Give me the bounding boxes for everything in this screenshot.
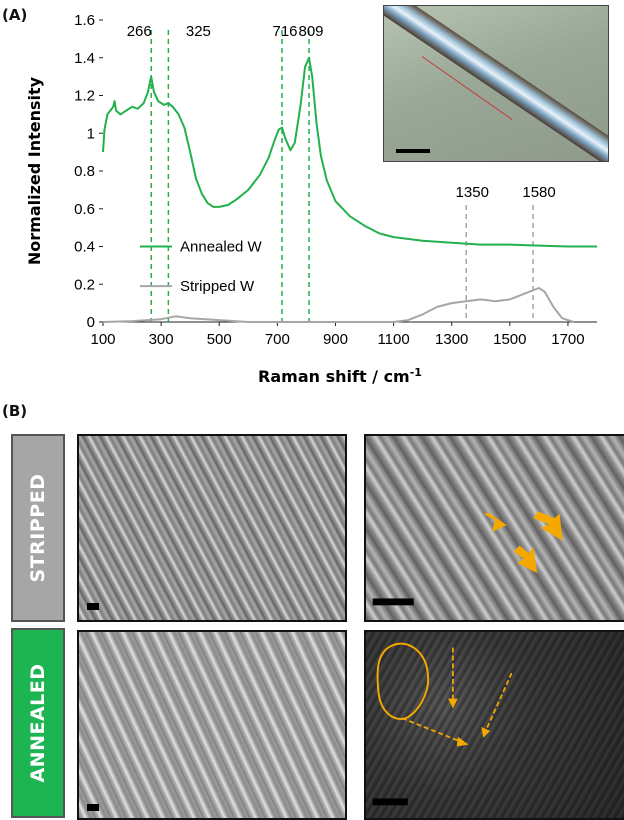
y-tick-label: 0.8 xyxy=(74,163,95,180)
y-tick-label: 1 xyxy=(87,125,95,142)
annealed-label: ANNEALED xyxy=(27,663,49,783)
arrow-icon xyxy=(533,511,563,541)
x-tick-label: 1100 xyxy=(377,331,409,348)
sem-stripped-low-mag xyxy=(77,434,347,622)
peak-label: 266 xyxy=(127,23,152,40)
x-tick-label: 900 xyxy=(323,331,348,348)
legend-label: Annealed W xyxy=(180,239,263,256)
x-tick-label: 500 xyxy=(207,331,232,348)
y-axis-title: Normalized Intensity xyxy=(25,76,44,265)
panel-b-label: (B) xyxy=(2,402,28,420)
peak-label: 809 xyxy=(299,23,324,40)
x-tick-label: 700 xyxy=(265,331,290,348)
annealed-tab: ANNEALED xyxy=(11,628,65,818)
x-tick-label: 1700 xyxy=(551,331,584,348)
scale-bar xyxy=(87,804,99,811)
scale-bar xyxy=(87,603,99,610)
y-tick-label: 0.2 xyxy=(74,276,95,293)
panel-a-label: (A) xyxy=(2,6,28,24)
stripped-tab: STRIPPED xyxy=(11,434,65,622)
wire-image xyxy=(384,6,608,161)
sem-annealed-high-mag xyxy=(364,630,624,820)
series-line xyxy=(102,287,575,323)
series-line xyxy=(102,56,597,248)
x-axis-title: Raman shift / cm-1 xyxy=(258,366,422,386)
peak-label: 1350 xyxy=(456,184,489,201)
dashed-arrow xyxy=(401,717,462,743)
raman-chart: 0 0.2 0.4 0.6 0.8 1 1.2 1.4 1.6 100 300 500 700 900 11… xyxy=(25,12,597,386)
sem-annealed-low-mag xyxy=(77,630,347,820)
dashed-arrow xyxy=(485,672,513,731)
arrow-icon xyxy=(484,512,507,532)
y-tick-label: 0.6 xyxy=(74,201,95,218)
x-tick-label: 1500 xyxy=(493,331,526,348)
annotation-overlay xyxy=(372,642,513,806)
stripped-label: STRIPPED xyxy=(27,473,49,583)
y-tick-label: 0 xyxy=(87,314,95,331)
y-tick-label: 1.4 xyxy=(74,50,95,67)
arrow-head xyxy=(448,698,458,709)
peak-label: 716 xyxy=(272,23,297,40)
peak-label: 1580 xyxy=(522,184,555,201)
peak-label: 325 xyxy=(186,23,211,40)
scale-bar xyxy=(372,798,408,806)
x-tick-label: 100 xyxy=(90,331,115,348)
microscope-inset xyxy=(383,5,609,162)
grain-outline xyxy=(376,642,430,720)
y-tick-label: 1.6 xyxy=(74,12,95,29)
legend-label: Stripped W xyxy=(180,278,255,295)
arrow-head xyxy=(481,726,491,738)
arrow-head xyxy=(456,736,469,747)
y-tick-label: 1.2 xyxy=(74,88,95,105)
arrow-overlay xyxy=(372,511,563,606)
x-tick-label: 1300 xyxy=(435,331,468,348)
x-tick-label: 300 xyxy=(149,331,174,348)
inset-scale-bar xyxy=(396,149,430,153)
y-tick-label: 0.4 xyxy=(74,239,95,256)
sem-stripped-high-mag xyxy=(364,434,624,622)
scale-bar xyxy=(372,598,414,606)
arrow-icon xyxy=(513,545,538,574)
